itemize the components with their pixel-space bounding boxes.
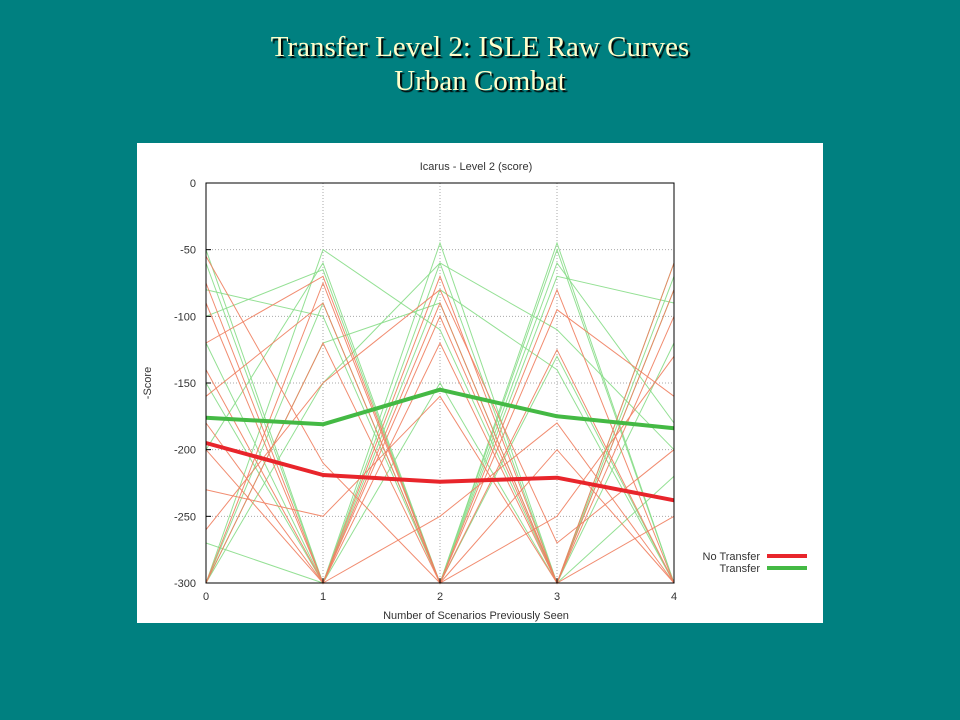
legend-label: No Transfer bbox=[703, 551, 761, 563]
y-tick-label: -250 bbox=[174, 511, 196, 523]
y-tick-label: 0 bbox=[190, 178, 196, 190]
x-tick-label: 3 bbox=[554, 591, 560, 603]
y-tick-label: -300 bbox=[174, 578, 196, 590]
no-transfer-run-line bbox=[205, 288, 675, 544]
x-axis-label: Number of Scenarios Previously Seen bbox=[383, 610, 569, 622]
chart-title: Icarus - Level 2 (score) bbox=[420, 161, 532, 173]
transfer-run-line bbox=[205, 248, 675, 585]
ticks-layer: 0 -50 -100 -150 -200 -250 -300 0 1 2 3 4 bbox=[174, 178, 677, 603]
y-tick-label: -150 bbox=[174, 378, 196, 390]
chart-panel: Icarus - Level 2 (score) -Score Number o… bbox=[137, 143, 823, 623]
y-tick-label: -100 bbox=[174, 311, 196, 323]
y-tick-label: -50 bbox=[180, 245, 196, 257]
x-tick-label: 4 bbox=[671, 591, 677, 603]
transfer-series-line bbox=[205, 387, 675, 431]
x-tick-label: 0 bbox=[203, 591, 209, 603]
slide-title-line-1: Transfer Level 2: ISLE Raw Curves bbox=[270, 31, 690, 63]
no-transfer-series-line bbox=[205, 441, 675, 503]
slide-title-line-2: Urban Combat bbox=[394, 65, 566, 97]
y-axis-label: -Score bbox=[142, 367, 154, 399]
no-transfer-run-line bbox=[205, 369, 675, 584]
no-transfer-run-line bbox=[205, 315, 675, 584]
transfer-run-line bbox=[205, 248, 675, 585]
x-tick-label: 2 bbox=[437, 591, 443, 603]
slide-title: Transfer Level 2: ISLE Raw Curves Urban … bbox=[0, 30, 960, 98]
series-layer bbox=[205, 387, 675, 503]
line-chart: Icarus - Level 2 (score) -Score Number o… bbox=[142, 161, 807, 622]
transfer-run-line bbox=[205, 276, 675, 585]
transfer-run-line bbox=[205, 262, 675, 584]
legend-label: Transfer bbox=[719, 563, 760, 575]
y-tick-label: -200 bbox=[174, 445, 196, 457]
x-tick-label: 1 bbox=[320, 591, 326, 603]
